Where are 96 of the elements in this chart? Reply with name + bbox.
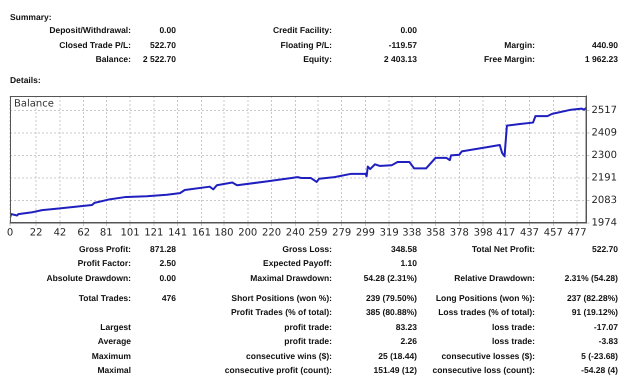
text: 385 (80.88%) xyxy=(366,307,417,317)
text: Average xyxy=(98,336,131,346)
text: -17.07 xyxy=(594,322,618,332)
text: Summary: xyxy=(10,12,52,22)
x-tick-label: 240 xyxy=(286,228,305,239)
text: Credit Facility: xyxy=(272,25,332,35)
text: profit trade: xyxy=(284,336,332,346)
x-tick-label: 200 xyxy=(238,228,258,239)
text: Absolute Drawdown: xyxy=(46,273,131,283)
x-tick-label: 437 xyxy=(520,228,540,239)
y-tick-label: 2517 xyxy=(592,104,618,116)
x-tick-label: 0 xyxy=(6,228,14,239)
text: loss trade: xyxy=(492,336,535,346)
text: 476 xyxy=(162,293,176,303)
x-tick-label: 319 xyxy=(380,228,399,239)
text: consecutive loss (count): xyxy=(432,365,535,375)
text: 5 (-23.68) xyxy=(581,351,618,361)
x-tick-label: 299 xyxy=(356,228,375,239)
text: Gross Loss: xyxy=(282,244,332,254)
x-tick-label: 22 xyxy=(30,228,43,239)
y-tick-label: 2191 xyxy=(592,172,618,184)
text: Free Margin: xyxy=(484,54,535,64)
text: Gross Profit: xyxy=(79,244,131,254)
text: consecutive profit (count): xyxy=(224,365,332,375)
text: 91 (19.12%) xyxy=(572,307,618,317)
x-tick-label: 457 xyxy=(544,228,563,239)
text: Expected Payoff: xyxy=(263,258,332,268)
chart-title: Balance xyxy=(14,98,54,110)
text: -54.28 (4) xyxy=(581,365,618,375)
text: Profit Factor: xyxy=(78,258,131,268)
text: Floating P/L: xyxy=(280,40,332,50)
text: Margin: xyxy=(504,40,535,50)
text: -119.57 xyxy=(388,40,417,50)
text: 151.49 (12) xyxy=(374,365,417,375)
y-tick-label: 2409 xyxy=(592,127,618,138)
text: profit trade: xyxy=(284,322,332,332)
x-tick-label: 101 xyxy=(120,228,140,239)
x-tick-label: 180 xyxy=(214,228,234,239)
x-tick-label: 42 xyxy=(54,228,66,239)
text: Relative Drawdown: xyxy=(454,273,535,283)
text: Maximal xyxy=(97,365,131,375)
text: Balance: xyxy=(96,54,131,64)
y-tick-label: 1974 xyxy=(592,218,618,229)
text: 2.31% (54.28) xyxy=(564,273,618,283)
text: 0.00 xyxy=(159,25,176,35)
text: 1.10 xyxy=(400,258,417,268)
text: 348.58 xyxy=(391,244,417,254)
text: Profit Trades (% of total): xyxy=(230,307,332,317)
text: Deposit/Withdrawal: xyxy=(49,25,131,35)
text: 522.70 xyxy=(150,40,176,50)
x-tick-label: 398 xyxy=(474,228,493,239)
text: 0.00 xyxy=(159,273,176,283)
text: 2 522.70 xyxy=(142,54,176,64)
x-tick-label: 62 xyxy=(77,228,90,239)
x-tick-label: 279 xyxy=(332,228,352,239)
x-tick-label: 220 xyxy=(262,228,282,239)
text: 440.90 xyxy=(592,40,618,50)
text: loss trade: xyxy=(492,322,535,332)
text: 54.28 (2.31%) xyxy=(364,273,417,283)
x-tick-label: 121 xyxy=(144,228,164,239)
text: 83.23 xyxy=(396,322,417,332)
text: Largest xyxy=(100,322,131,332)
x-tick-label: 81 xyxy=(100,228,113,239)
text: 0.00 xyxy=(400,25,417,35)
text: -3.83 xyxy=(598,336,618,346)
x-tick-label: 358 xyxy=(426,228,446,239)
text: 871.28 xyxy=(150,244,176,254)
text: consecutive losses ($): xyxy=(441,351,535,361)
x-tick-label: 259 xyxy=(308,228,328,239)
text: 2 403.13 xyxy=(384,54,417,64)
text: 2.26 xyxy=(400,336,417,346)
text: Long Positions (won %): xyxy=(436,293,535,303)
text: 239 (79.50%) xyxy=(366,293,417,303)
text: Maximal Drawdown: xyxy=(250,273,332,283)
text: Short Positions (won %): xyxy=(231,293,332,303)
x-tick-label: 338 xyxy=(402,228,422,239)
text: Total Trades: xyxy=(78,293,131,303)
x-tick-label: 141 xyxy=(168,228,188,239)
text: Equity: xyxy=(303,54,332,64)
x-tick-label: 378 xyxy=(450,228,469,239)
x-tick-label: 477 xyxy=(567,228,587,239)
x-tick-label: 417 xyxy=(496,228,516,239)
x-tick-label: 161 xyxy=(192,228,211,239)
text: 522.70 xyxy=(592,244,618,254)
text: Details: xyxy=(10,75,41,85)
text: 2.50 xyxy=(159,258,176,268)
y-tick-label: 2083 xyxy=(592,195,618,206)
text: Loss trades (% of total): xyxy=(438,307,535,317)
y-tick-label: 2300 xyxy=(592,150,618,161)
text: 1 962.23 xyxy=(584,54,618,64)
text: Maximum xyxy=(92,351,131,361)
text: Total Net Profit: xyxy=(472,244,535,254)
text: Closed Trade P/L: xyxy=(59,40,131,50)
text: 237 (82.28%) xyxy=(566,293,618,303)
text: consecutive wins ($): xyxy=(246,351,332,361)
text: 25 (18.44) xyxy=(378,351,417,361)
